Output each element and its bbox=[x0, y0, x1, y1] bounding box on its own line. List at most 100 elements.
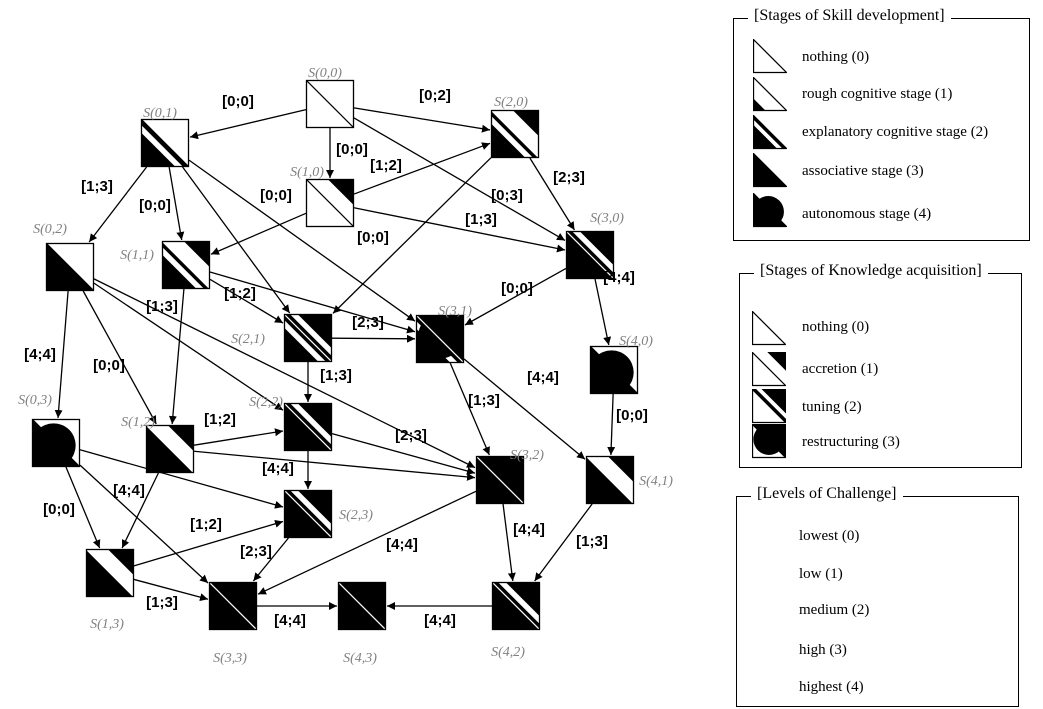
legend-knowledge-item: restructuring (3) bbox=[802, 434, 900, 450]
edge-label: [2;3] bbox=[553, 169, 585, 186]
edge-label: [1;2] bbox=[190, 516, 222, 533]
legend-challenge-item: high (3) bbox=[799, 642, 847, 658]
state-node-S12 bbox=[145, 424, 195, 474]
edge-S31-S41 bbox=[463, 358, 586, 460]
edge-label: [0;0] bbox=[139, 197, 171, 214]
legend-skill-item: explanatory cognitive stage (2) bbox=[802, 124, 989, 140]
state-node-S22 bbox=[283, 402, 333, 452]
edge-S41-S42 bbox=[534, 503, 593, 582]
edge-label: [4;4] bbox=[262, 460, 294, 477]
edge-S20-S30 bbox=[529, 157, 576, 231]
state-label: S(1,2) bbox=[121, 415, 155, 430]
state-label: S(3,1) bbox=[438, 304, 472, 319]
legend-skill-icon bbox=[752, 115, 789, 156]
state-node-S23 bbox=[283, 489, 333, 539]
edge-label: [0;0] bbox=[336, 141, 368, 158]
edge-labels: [0;0][0;0][0;2][0;3][1;3][0;0][0;0][1;2]… bbox=[24, 87, 648, 629]
edge-S30-S31 bbox=[464, 267, 567, 326]
edge-S01-S11 bbox=[168, 166, 185, 241]
edge-label: [4;4] bbox=[527, 369, 559, 386]
state-label: S(1,0) bbox=[290, 165, 324, 180]
legend-skill-item: associative stage (3) bbox=[802, 163, 924, 179]
edge-S10-S20 bbox=[353, 142, 491, 195]
edge-S11-S12 bbox=[168, 288, 185, 425]
state-node-S31 bbox=[415, 314, 465, 364]
edge-label: [0;3] bbox=[491, 187, 523, 204]
edge-S01-S02 bbox=[88, 166, 148, 243]
state-label: S(2,2) bbox=[249, 395, 283, 410]
legend-knowledge-icon bbox=[751, 424, 788, 465]
legend-knowledge: [Stages of Knowledge acquisition] nothin… bbox=[739, 262, 1022, 468]
state-label: S(3,2) bbox=[510, 448, 544, 463]
state-label: S(1,1) bbox=[120, 248, 154, 263]
legend-skill-icon bbox=[752, 77, 789, 118]
edge-S11-S21 bbox=[209, 278, 284, 324]
edge-label: [4;4] bbox=[603, 269, 635, 286]
state-node-S42 bbox=[491, 581, 541, 631]
edge-label: [2;3] bbox=[240, 543, 272, 560]
edge-S10-S11 bbox=[210, 212, 307, 255]
legend-challenge-item: medium (2) bbox=[799, 602, 870, 618]
state-label: S(4,1) bbox=[639, 474, 673, 489]
edge-label: [0;0] bbox=[357, 229, 389, 246]
state-label: S(0,3) bbox=[18, 393, 52, 408]
edge-label: [4;4] bbox=[424, 612, 456, 629]
state-node-S32 bbox=[475, 455, 525, 505]
state-node-S11 bbox=[161, 240, 211, 290]
legend-knowledge-title: [Stages of Knowledge acquisition] bbox=[754, 262, 988, 280]
edge-S12-S22 bbox=[193, 428, 284, 446]
state-node-S02 bbox=[45, 242, 95, 292]
legend-skill-icon bbox=[752, 153, 789, 194]
edge-label: [4;4] bbox=[386, 536, 418, 553]
edge-label: [0;0] bbox=[222, 93, 254, 110]
edge-label: [4;4] bbox=[113, 482, 145, 499]
legend-skill-title: [Stages of Skill development] bbox=[748, 7, 951, 25]
edge-S12-S13 bbox=[121, 472, 159, 549]
state-label: S(0,1) bbox=[143, 106, 177, 121]
state-node-S13 bbox=[85, 548, 135, 598]
edge-label: [4;4] bbox=[513, 521, 545, 538]
edge-S00-S01 bbox=[189, 109, 307, 140]
state-label: S(3,0) bbox=[590, 211, 624, 226]
edge-label: [0;0] bbox=[43, 501, 75, 518]
state-graph: S(0,0) S(0,1) S(0,2) S(0,3) S(1,0) S(1,1) S(1,… bbox=[18, 66, 673, 666]
legend-skill: [Stages of Skill development] nothing (0… bbox=[733, 7, 1030, 241]
edge-label: [1;3] bbox=[465, 211, 497, 228]
edges bbox=[54, 107, 616, 610]
edge-S13-S33 bbox=[133, 578, 209, 602]
edge-label: [1;3] bbox=[81, 178, 113, 195]
state-node-S41 bbox=[585, 455, 635, 505]
edge-S23-S33 bbox=[252, 537, 289, 582]
state-node-S03 bbox=[31, 418, 81, 468]
state-label: S(4,0) bbox=[619, 334, 653, 349]
edge-S02-S12 bbox=[82, 290, 157, 425]
edge-label: [1;3] bbox=[146, 298, 178, 315]
edge-S03-S33 bbox=[79, 464, 209, 584]
state-node-S43 bbox=[337, 581, 387, 631]
legend-skill-icon bbox=[752, 39, 789, 80]
edge-S32-S33 bbox=[257, 490, 477, 595]
state-label: S(2,0) bbox=[494, 95, 528, 110]
state-label: S(0,2) bbox=[33, 222, 67, 237]
edge-S13-S23 bbox=[133, 519, 284, 567]
edge-S02-S32 bbox=[93, 278, 476, 469]
edge-S22-S32 bbox=[331, 432, 476, 475]
edge-label: [1;3] bbox=[320, 367, 352, 384]
legend-challenge-item: highest (4) bbox=[799, 679, 864, 695]
state-node-S00 bbox=[305, 79, 355, 129]
legend-knowledge-icon bbox=[751, 311, 788, 352]
edge-S01-S31 bbox=[188, 159, 416, 322]
edge-label: [0;0] bbox=[260, 187, 292, 204]
state-node-S30 bbox=[565, 230, 615, 280]
legend-challenge-item: lowest (0) bbox=[799, 528, 860, 544]
edge-S32-S42 bbox=[502, 503, 516, 582]
edge-S03-S13 bbox=[65, 466, 101, 549]
legend-skill-item: nothing (0) bbox=[802, 49, 870, 65]
edge-label: [1;3] bbox=[576, 533, 608, 550]
state-label: S(3,3) bbox=[213, 651, 247, 666]
edge-label: [0;0] bbox=[93, 357, 125, 374]
edge-label: [1;3] bbox=[468, 392, 500, 409]
edge-S11-S31 bbox=[209, 271, 416, 334]
edge-S30-S40 bbox=[594, 278, 612, 346]
state-label: S(4,2) bbox=[491, 645, 525, 660]
